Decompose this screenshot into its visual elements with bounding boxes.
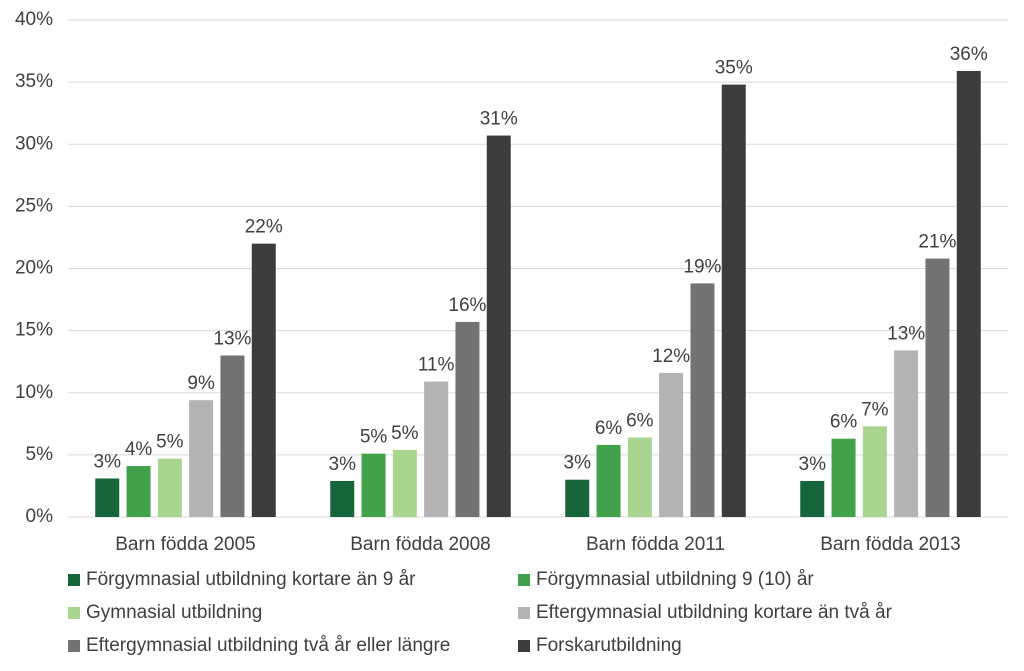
bar: [392, 449, 417, 517]
bar: [361, 453, 386, 517]
legend-swatch: [518, 640, 530, 652]
y-tick-label: 5%: [26, 444, 54, 465]
value-label: 9%: [187, 373, 215, 394]
value-label: 6%: [830, 412, 858, 433]
value-label: 19%: [683, 256, 721, 277]
bar: [596, 444, 621, 517]
legend-label: Forskarutbildning: [536, 635, 682, 656]
y-tick-label: 30%: [15, 133, 53, 154]
bar: [424, 381, 449, 517]
bar: [189, 400, 214, 517]
bar: [220, 355, 245, 517]
value-label: 7%: [861, 399, 889, 420]
value-label: 13%: [213, 328, 251, 349]
value-label: 3%: [564, 453, 592, 474]
legend-swatch: [518, 574, 530, 586]
bar: [894, 350, 919, 517]
legend-swatch: [518, 607, 530, 619]
bar: [157, 458, 182, 517]
bar: [862, 426, 887, 517]
value-label: 3%: [799, 454, 827, 475]
bar: [486, 135, 511, 518]
bar: [659, 372, 684, 517]
y-tick-label: 25%: [15, 195, 53, 216]
y-tick-label: 15%: [15, 320, 53, 341]
legend-swatch: [68, 640, 80, 652]
value-label: 12%: [652, 346, 690, 367]
value-label: 3%: [329, 454, 357, 475]
legend-label: Eftergymnasial utbildning kortare än två…: [536, 602, 893, 623]
value-label: 5%: [391, 423, 419, 444]
value-label: 22%: [245, 217, 283, 238]
x-tick-label: Barn födda 2011: [586, 534, 725, 555]
value-label: 21%: [918, 232, 956, 253]
bar: [565, 479, 590, 517]
legend-label: Eftergymnasial utbildning två år eller l…: [86, 635, 450, 656]
value-label: 35%: [715, 58, 753, 79]
x-tick-label: Barn födda 2013: [820, 534, 961, 555]
y-tick-label: 40%: [15, 9, 53, 30]
value-label: 36%: [950, 44, 988, 65]
value-label: 4%: [125, 439, 153, 460]
y-tick-label: 20%: [15, 258, 53, 279]
bar: [627, 437, 652, 517]
bar: [721, 84, 746, 518]
legend-label: Förgymnasial utbildning 9 (10) år: [536, 569, 814, 590]
legend-swatch: [68, 574, 80, 586]
bar: [800, 480, 825, 517]
value-label: 31%: [480, 109, 518, 130]
value-label: 3%: [94, 451, 122, 472]
bar: [330, 480, 355, 517]
bar: [455, 321, 480, 517]
value-label: 13%: [887, 324, 925, 345]
bar: [126, 466, 151, 517]
value-label: 6%: [595, 418, 623, 439]
value-label: 16%: [448, 295, 486, 316]
bar: [690, 283, 715, 517]
bar: [831, 438, 856, 517]
bar: [251, 243, 276, 517]
bar: [925, 258, 950, 517]
value-label: 6%: [626, 410, 654, 431]
bar: [956, 70, 981, 517]
legend-label: Gymnasial utbildning: [86, 602, 262, 623]
value-label: 5%: [156, 432, 184, 453]
value-label: 5%: [360, 427, 388, 448]
y-tick-label: 35%: [15, 71, 53, 92]
legend-label: Förgymnasial utbildning kortare än 9 år: [86, 569, 416, 590]
value-label: 11%: [418, 355, 455, 376]
x-tick-label: Barn födda 2005: [115, 534, 256, 555]
y-tick-label: 10%: [15, 382, 53, 403]
bar: [95, 478, 120, 517]
x-tick-label: Barn födda 2008: [350, 534, 491, 555]
legend-swatch: [68, 607, 80, 619]
y-tick-label: 0%: [26, 506, 54, 527]
